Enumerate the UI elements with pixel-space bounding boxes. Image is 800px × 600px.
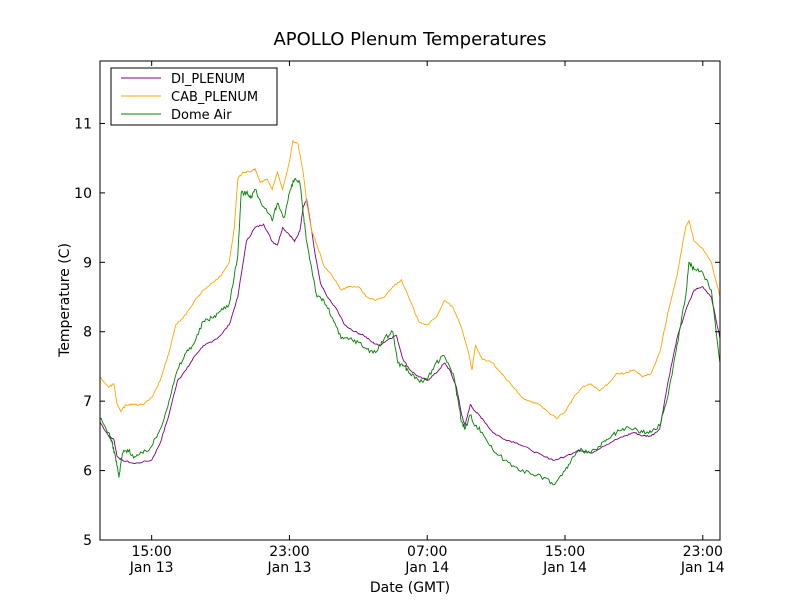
- y-tick-label: 5: [83, 533, 92, 549]
- x-tick-label-date: Jan 14: [404, 560, 449, 576]
- x-axis-label: Date (GMT): [370, 580, 450, 596]
- legend-label: DI_PLENUM: [171, 72, 245, 87]
- y-tick-label: 6: [83, 464, 92, 480]
- legend: DI_PLENUM CAB_PLENUM Dome Air: [110, 67, 278, 126]
- y-tick-label: 8: [83, 325, 92, 341]
- y-tick-label: 10: [74, 186, 92, 202]
- plot-frame: [99, 60, 721, 541]
- x-tick-label-date: Jan 14: [680, 560, 725, 576]
- plot-lines: [99, 139, 721, 486]
- series-line-dome-air: [99, 177, 721, 486]
- x-tick-label-time: 23:00: [269, 544, 309, 560]
- x-tick-label-time: 15:00: [545, 544, 585, 560]
- y-axis: 5 6 7 8 9 10 11: [74, 116, 720, 549]
- x-tick-label-date: Jan 13: [267, 560, 312, 576]
- series-line-di-plenum: [99, 198, 721, 465]
- y-axis-label: Temperature (C): [57, 243, 73, 358]
- legend-label: CAB_PLENUM: [171, 90, 258, 105]
- x-tick-label-time: 07:00: [407, 544, 447, 560]
- x-tick-label-time: 15:00: [131, 544, 171, 560]
- y-tick-label: 11: [74, 116, 92, 132]
- x-tick-label-date: Jan 13: [129, 560, 174, 576]
- x-tick-label-time: 23:00: [683, 544, 723, 560]
- y-tick-label: 9: [83, 255, 92, 271]
- x-tick-label-date: Jan 14: [542, 560, 587, 576]
- series-line-cab-plenum: [99, 139, 721, 419]
- y-tick-label: 7: [83, 394, 92, 410]
- chart-title: APOLLO Plenum Temperatures: [273, 29, 546, 50]
- legend-label: Dome Air: [171, 108, 232, 123]
